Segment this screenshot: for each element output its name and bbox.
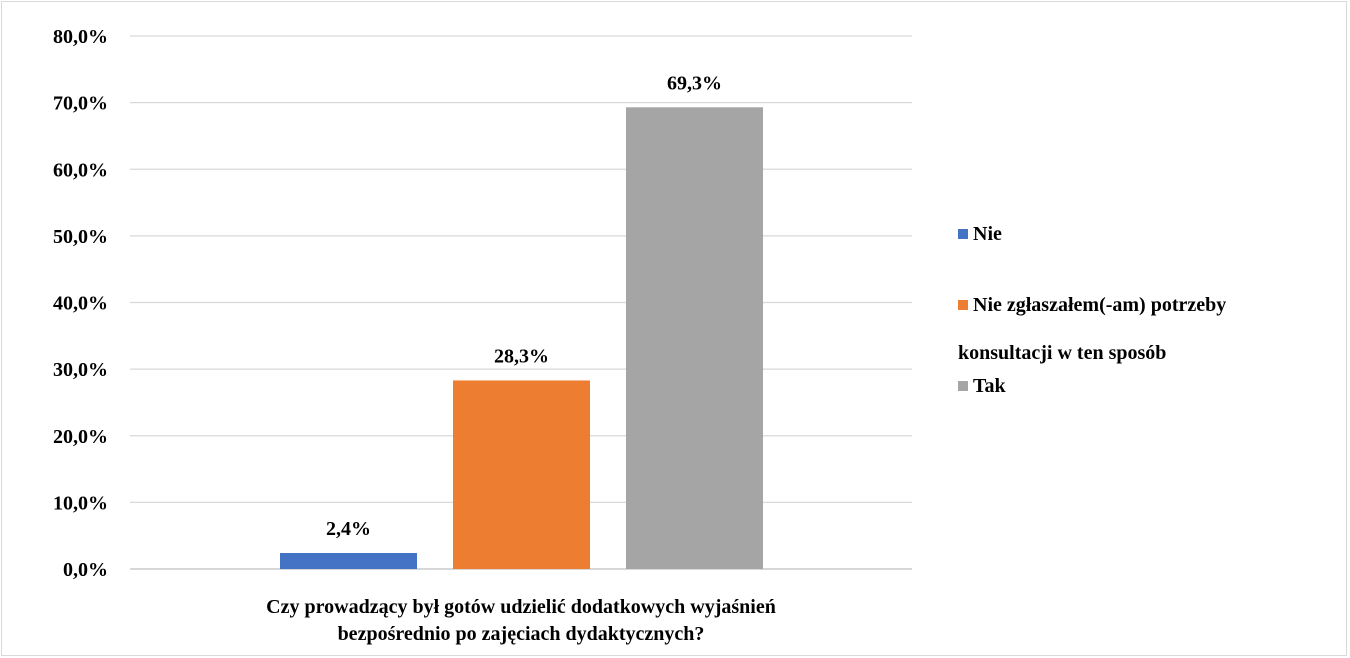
bar-2 bbox=[453, 380, 590, 569]
data-label: 69,3% bbox=[667, 72, 722, 94]
y-tick-label: 50,0% bbox=[53, 226, 108, 248]
x-axis-title-line: bezpośrednio po zajęciach dydaktycznych? bbox=[338, 623, 705, 645]
data-labels: 2,4% 28,3% 69,3% bbox=[326, 72, 722, 540]
x-axis-title: Czy prowadzący był gotów udzielić dodatk… bbox=[266, 596, 776, 645]
legend-label: Nie zgłaszałem(-am) potrzeby bbox=[973, 294, 1226, 316]
legend-label: Nie bbox=[973, 223, 1002, 245]
y-tick-label: 70,0% bbox=[53, 93, 108, 115]
legend-label: Tak bbox=[973, 375, 1007, 397]
legend-swatch bbox=[958, 229, 968, 239]
legend-swatch bbox=[958, 300, 968, 310]
y-tick-label: 40,0% bbox=[53, 293, 108, 315]
gridlines bbox=[130, 35, 912, 570]
y-tick-label: 10,0% bbox=[53, 492, 108, 514]
legend: Nie Nie zgłaszałem(-am) potrzeby konsultac… bbox=[958, 223, 1226, 397]
y-tick-label: 30,0% bbox=[53, 359, 108, 381]
bar-1 bbox=[280, 553, 417, 569]
data-label: 28,3% bbox=[494, 345, 549, 367]
legend-swatch bbox=[958, 381, 968, 391]
y-axis-ticks: 0,0% 10,0% 20,0% 30,0% 40,0% 50,0% 60,0% 70,0% 8… bbox=[53, 26, 108, 581]
y-tick-label: 80,0% bbox=[53, 26, 108, 48]
x-axis-title-line: Czy prowadzący był gotów udzielić dodatk… bbox=[266, 596, 776, 618]
data-label: 2,4% bbox=[326, 518, 371, 540]
bar-3 bbox=[626, 107, 763, 569]
y-tick-label: 0,0% bbox=[63, 559, 108, 581]
y-tick-label: 20,0% bbox=[53, 426, 108, 448]
legend-label: konsultacji w ten sposób bbox=[958, 342, 1166, 364]
bars bbox=[280, 107, 763, 569]
y-tick-label: 60,0% bbox=[53, 159, 108, 181]
